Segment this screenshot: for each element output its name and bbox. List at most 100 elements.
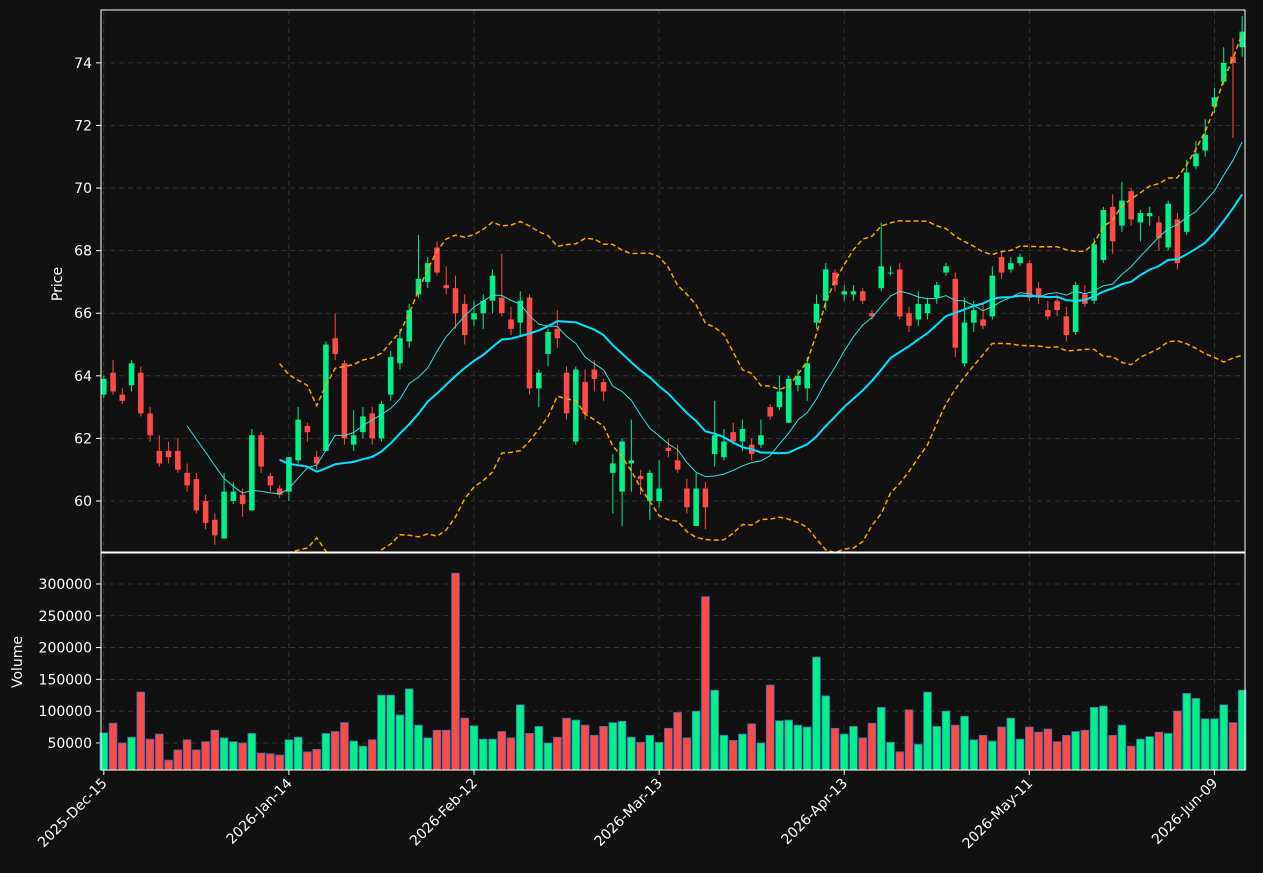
candle-body (1008, 263, 1014, 270)
candle-body (545, 332, 551, 354)
volume-bar (284, 739, 294, 771)
candle-body (461, 303, 468, 336)
y-tick-label: 250000 (39, 609, 92, 625)
x-tick-label: 2026-Jun-09 (1149, 776, 1221, 848)
candle-body (1017, 256, 1023, 264)
candle-body (415, 278, 422, 295)
candle-body (508, 319, 514, 329)
volume-bar (136, 691, 146, 771)
candle-body (193, 479, 200, 511)
volume-bar (497, 731, 507, 771)
candle-body (850, 291, 857, 295)
volume-bar (118, 742, 127, 771)
candle-body (480, 300, 487, 314)
volume-bar (691, 710, 701, 771)
candle-body (1137, 213, 1144, 223)
volume-bar (701, 596, 710, 771)
candle-body (591, 369, 598, 379)
candle-body (600, 382, 607, 392)
volume-bar (201, 741, 210, 771)
bollinger-band (279, 33, 1243, 408)
volume-bar (192, 749, 201, 771)
volume-bar (886, 741, 895, 771)
candle-body (258, 435, 264, 467)
candle-body (369, 413, 375, 439)
volume-bar (867, 722, 877, 771)
candle-body (832, 272, 838, 286)
x-tick-label: 2026-Apr-13 (779, 776, 852, 849)
volume-bar (1219, 704, 1228, 771)
y-tick-label: 66 (74, 306, 92, 322)
volume-bars (99, 572, 1247, 771)
volume-bar (904, 709, 914, 771)
candle-body (721, 441, 727, 458)
candle-body (295, 419, 301, 461)
candles (101, 15, 1245, 545)
volume-bar (460, 717, 470, 771)
volume-bar (395, 714, 405, 771)
x-tick-label: 2025-Dec-15 (35, 776, 110, 851)
candle-body (989, 275, 996, 317)
volume-bar (312, 748, 321, 771)
volume-bar (423, 737, 433, 771)
candle-body (915, 303, 922, 320)
volume-bar (330, 731, 340, 771)
moving-average (186, 141, 1243, 495)
x-tick-label: 2026-Mar-13 (592, 776, 666, 850)
volume-bar (358, 745, 368, 771)
volume-bar (1071, 731, 1080, 771)
volume-bar (303, 751, 312, 771)
candle-body (739, 429, 746, 442)
y-tick-label: 74 (74, 56, 92, 72)
candle-body (1100, 209, 1107, 261)
volume-bar (1200, 718, 1210, 771)
x-tick-label: 2026-May-11 (960, 776, 1037, 853)
candle-body (128, 363, 135, 386)
volume-bar (275, 754, 284, 771)
volume-bar (321, 733, 331, 771)
volume-bar (1182, 692, 1191, 771)
y-tick-label: 200000 (39, 641, 92, 657)
volume-bar (1228, 722, 1238, 771)
volume-bar (1080, 729, 1090, 771)
candle-body (934, 285, 940, 298)
candle-body (841, 291, 848, 295)
candle-body (350, 435, 357, 445)
candle-body (971, 310, 977, 323)
volume-bar (543, 742, 553, 771)
candle-body (1128, 191, 1134, 220)
volume-bar (247, 733, 257, 771)
volume-bar (802, 726, 812, 771)
candle-body (387, 357, 394, 395)
volume-bar (367, 739, 377, 771)
candle-body (239, 494, 246, 505)
candle-body (647, 472, 653, 501)
volume-bar (608, 722, 618, 771)
volume-bar (414, 724, 423, 771)
volume-bar (562, 717, 571, 771)
volume-bar (756, 742, 766, 771)
candle-body (119, 394, 126, 401)
candle-body (267, 475, 274, 486)
volume-bar (747, 723, 756, 771)
volume-bar (636, 741, 645, 771)
candle-body (406, 310, 412, 342)
candle-body (619, 441, 625, 492)
volume-bar (1099, 705, 1108, 771)
candle-body (286, 457, 292, 492)
volume-bar (1089, 706, 1099, 771)
candle-body (563, 372, 570, 414)
candle-body (249, 435, 255, 511)
volume-bar (1025, 726, 1034, 771)
volume-bar (340, 722, 349, 771)
candle-body (554, 328, 561, 339)
price-axis-label: Price (50, 267, 66, 301)
volume-bar (441, 729, 451, 771)
volume-bar (182, 739, 192, 771)
candle-body (175, 450, 181, 470)
candle-body (138, 372, 144, 414)
candle-body (424, 263, 431, 282)
volume-bar (553, 736, 562, 771)
candle-body (702, 488, 709, 508)
candle-body (998, 256, 1005, 273)
